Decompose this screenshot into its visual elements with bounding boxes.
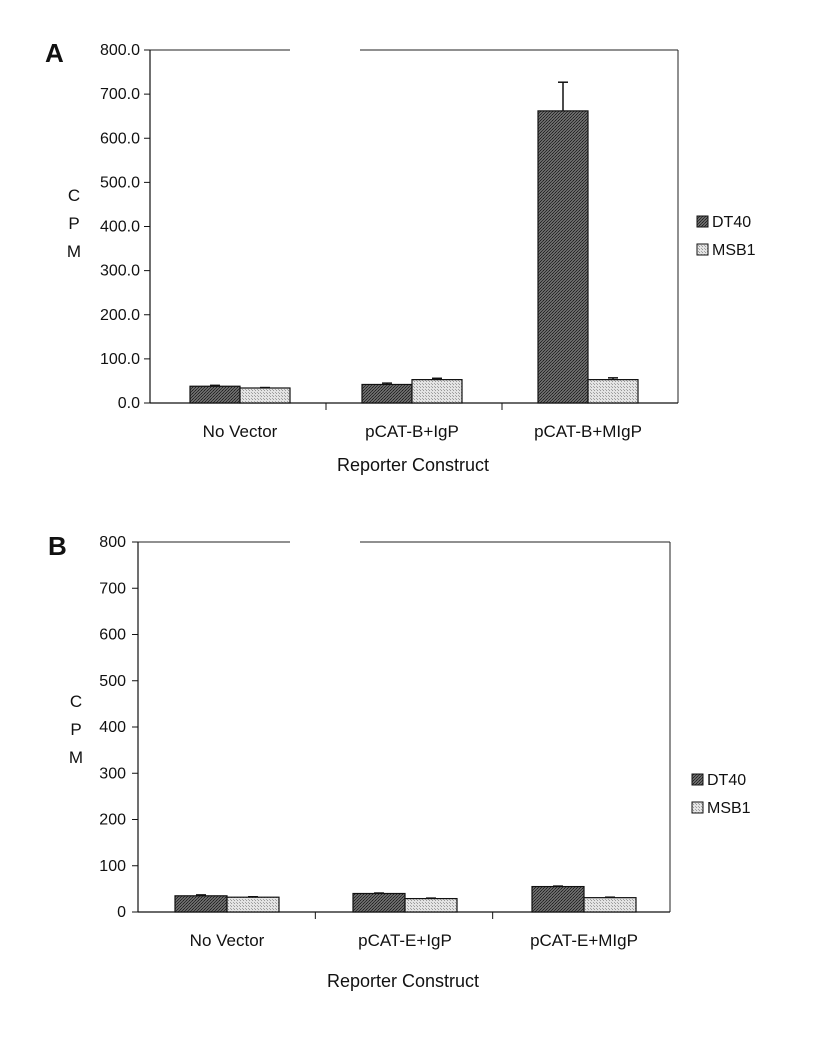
legend: DT40 MSB1	[693, 208, 773, 268]
y-tick-label: 300.0	[100, 263, 140, 280]
category-label: pCAT-E+MIgP	[530, 931, 638, 950]
legend-label-msb1: MSB1	[707, 800, 751, 817]
legend-label-msb1: MSB1	[712, 242, 756, 259]
y-tick-label: 300	[99, 765, 126, 782]
legend-label-dt40: DT40	[712, 214, 751, 231]
bar-msb1-0	[239, 387, 291, 404]
legend: DT40 MSB1	[688, 766, 768, 826]
y-tick-label: 0.0	[118, 395, 140, 412]
bar-dt40-1	[361, 383, 413, 404]
bar-msb1-1	[404, 897, 458, 913]
y-tick-label: 100	[99, 858, 126, 875]
y-axis-label-letter: M	[67, 242, 81, 261]
y-tick-label: 0	[117, 904, 126, 921]
category-label: No Vector	[190, 931, 265, 950]
category-label: pCAT-B+MIgP	[534, 422, 642, 441]
legend-label-dt40: DT40	[707, 772, 746, 789]
bar-msb1-1	[411, 379, 463, 404]
legend-swatch-msb1	[691, 801, 704, 814]
y-tick-label: 600.0	[100, 130, 140, 147]
chart-panel-b: B 0 100 200 300 400 500 600 700 800 No Vector pCAT-…	[48, 531, 768, 991]
category-label: No Vector	[203, 422, 278, 441]
bar-dt40-2	[537, 110, 589, 404]
y-axis-label-letter: P	[68, 214, 79, 233]
y-tick-label: 700.0	[100, 86, 140, 103]
y-tick-label: 100.0	[100, 351, 140, 368]
panel-letter: B	[48, 531, 67, 561]
chart-panel-a: A 0.0 100.0 200.0 300.0 400.0 500.0 600.0 700.0 8…	[45, 38, 773, 475]
bar-dt40-1	[352, 892, 406, 913]
bar-msb1-2	[587, 379, 639, 404]
bar-msb1-2	[583, 897, 637, 913]
y-tick-label: 200	[99, 812, 126, 829]
y-tick-label: 800.0	[100, 42, 140, 59]
y-tick-label: 200.0	[100, 307, 140, 324]
y-tick-label: 500.0	[100, 174, 140, 191]
bar-dt40-2	[531, 885, 585, 913]
x-axis-label: Reporter Construct	[337, 455, 489, 475]
legend-swatch-dt40	[696, 215, 709, 228]
bar-dt40-0	[189, 385, 241, 404]
legend-swatch-msb1	[696, 243, 709, 256]
y-axis-label-letter: C	[68, 186, 80, 205]
legend-swatch-dt40	[691, 773, 704, 786]
bar-msb1-0	[226, 896, 280, 913]
x-axis-label: Reporter Construct	[327, 971, 479, 991]
y-tick-label: 500	[99, 673, 126, 690]
y-axis-label-letter: P	[70, 720, 81, 739]
bar-dt40-0	[174, 895, 228, 913]
y-axis-label-letter: M	[69, 748, 83, 767]
y-axis-label-letter: C	[70, 692, 82, 711]
y-tick-label: 700	[99, 580, 126, 597]
y-tick-label: 400	[99, 719, 126, 736]
category-label: pCAT-E+IgP	[358, 931, 452, 950]
y-tick-label: 800	[99, 534, 126, 551]
y-tick-label: 600	[99, 627, 126, 644]
category-label: pCAT-B+IgP	[365, 422, 459, 441]
y-tick-label: 400.0	[100, 219, 140, 236]
panel-letter: A	[45, 38, 64, 68]
